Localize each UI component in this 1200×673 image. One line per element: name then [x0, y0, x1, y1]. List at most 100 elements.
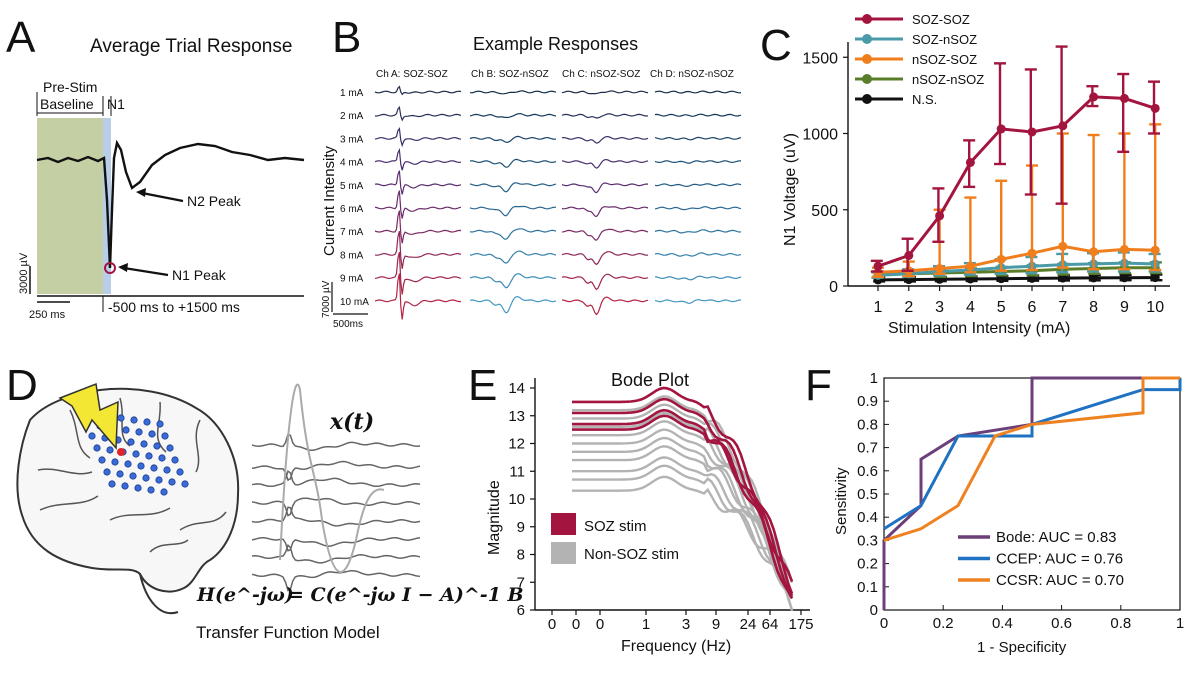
c-series-line [877, 95, 1156, 268]
response-trace-cha-3ma [374, 126, 462, 148]
c-x-tick-9: 9 [1120, 299, 1129, 316]
bode-curve-non-soz [572, 436, 793, 600]
eeg-trace [251, 506, 421, 527]
c-x-tick-7: 7 [1058, 299, 1067, 316]
n1-label: N1 [107, 96, 125, 112]
response-trace-cha-8ma [374, 230, 462, 269]
response-trace-chc-5ma [561, 182, 649, 194]
c-legend-label-4: nSOZ-nSOZ [912, 72, 984, 87]
c-point [1119, 93, 1129, 103]
c-x-tick-8: 8 [1089, 299, 1098, 316]
legend-label-non-soz: Non-SOZ stim [584, 546, 679, 563]
c-x-tick-1: 1 [874, 299, 883, 316]
response-trace-chd-3ma [654, 136, 742, 141]
response-trace-chb-5ma [469, 182, 557, 193]
response-trace-chd-8ma [654, 252, 742, 257]
f-y-tick-0.1: 0.1 [857, 579, 878, 596]
current-intensity-label: Current Intensity [321, 145, 338, 256]
response-trace-chc-9ma [561, 273, 649, 291]
f-x-tick-0.8: 0.8 [1110, 615, 1131, 632]
c-point [904, 251, 914, 260]
f-y-label: Sensitivity [833, 467, 850, 535]
scale-voltage-b-label: 7000 µV [321, 280, 332, 318]
bode-curve-non-soz [572, 445, 794, 583]
f-y-tick-0.2: 0.2 [857, 556, 878, 573]
response-trace-cha-5ma [374, 170, 462, 195]
f-x-label: 1 - Specificity [977, 639, 1067, 656]
highlighted-response-trace [279, 383, 385, 573]
response-trace-chb-7ma [469, 228, 557, 240]
f-y-tick-1: 1 [870, 370, 878, 387]
f-y-tick-0.8: 0.8 [857, 416, 878, 433]
c-series-line [877, 244, 1156, 274]
response-trace-chb-1ma [469, 90, 557, 95]
c-point [1150, 103, 1160, 113]
response-trace-cha-6ma [374, 190, 462, 219]
intensity-label-5: 5 mA [340, 181, 364, 192]
c-legend-marker [862, 34, 872, 44]
f-y-tick-0.7: 0.7 [857, 440, 878, 457]
lightning-bolt-icon [58, 382, 119, 450]
response-trace-chd-2ma [654, 113, 742, 117]
e-x-tick-8: 175 [788, 616, 813, 633]
electrode-dot [127, 438, 135, 446]
response-trace-chd-5ma [654, 183, 742, 188]
f-legend-label-2: CCEP: AUC = 0.76 [996, 551, 1123, 568]
bode-curve-soz [572, 414, 794, 582]
c-point [996, 254, 1006, 264]
intensity-label-7: 7 mA [340, 227, 364, 238]
e-x-tick-2: 0 [596, 616, 604, 633]
e-x-tick-0: 0 [548, 616, 556, 633]
intensity-label-6: 6 mA [340, 204, 364, 215]
response-trace-chd-1ma [654, 90, 742, 94]
c-series-soz-soz [870, 45, 1160, 273]
c-x-label: Stimulation Intensity (mA) [888, 320, 1070, 337]
roc-curve-1 [882, 376, 1180, 610]
response-trace-chb-10ma [469, 295, 557, 314]
electrode-dot [132, 450, 140, 458]
electrode-dot [161, 432, 169, 440]
response-trace-cha-1ma [374, 85, 462, 96]
electrode-dot [145, 452, 153, 460]
n1-peak-arrowhead [118, 263, 128, 272]
electrode-dot [163, 466, 171, 474]
electrode-dot [156, 420, 164, 428]
c-x-tick-5: 5 [997, 299, 1006, 316]
brain-outline [16, 387, 240, 593]
c-x-tick-3: 3 [935, 299, 944, 316]
n1-peak-marker [104, 262, 116, 274]
electrode-dot [88, 432, 96, 440]
c-y-tick-1500: 1500 [802, 50, 838, 67]
c-point [1150, 273, 1160, 283]
electrode-dot [103, 468, 111, 476]
electrode-dot [122, 426, 130, 434]
roc-curve-2 [883, 378, 1182, 531]
transfer-function-caption: Transfer Function Model [196, 623, 380, 642]
n2-peak-arrow [141, 191, 184, 203]
response-trace-chd-9ma [654, 275, 742, 281]
brain-stem [139, 573, 179, 615]
c-y-tick-500: 500 [811, 203, 838, 220]
e-y-tick-7: 7 [517, 574, 525, 591]
panel-b: B Example Responses Ch A: SOZ-SOZ Ch B: … [321, 13, 742, 330]
c-x-tick-6: 6 [1028, 299, 1037, 316]
c-point [1119, 244, 1129, 254]
e-y-tick-14: 14 [508, 380, 525, 397]
response-trace-chd-6ma [654, 206, 742, 211]
electrode-dot [168, 478, 176, 486]
e-y-tick-12: 12 [508, 436, 525, 453]
response-trace-cha-10ma [374, 273, 462, 320]
electrode-dot [117, 414, 125, 422]
f-y-tick-0: 0 [870, 602, 878, 619]
stim-site-dot [117, 448, 125, 456]
electrode-dot [121, 482, 129, 490]
e-x-tick-4: 3 [682, 616, 690, 633]
f-x-tick-1: 1 [1176, 615, 1184, 632]
bode-curve-non-soz [572, 456, 794, 596]
response-trace-chb-2ma [469, 112, 557, 119]
eeg-trace [251, 497, 421, 517]
electrode-dot [176, 468, 184, 476]
panel-letter-c: C [760, 21, 792, 70]
electrode-dot [166, 444, 174, 452]
electrode-dot [129, 472, 137, 480]
